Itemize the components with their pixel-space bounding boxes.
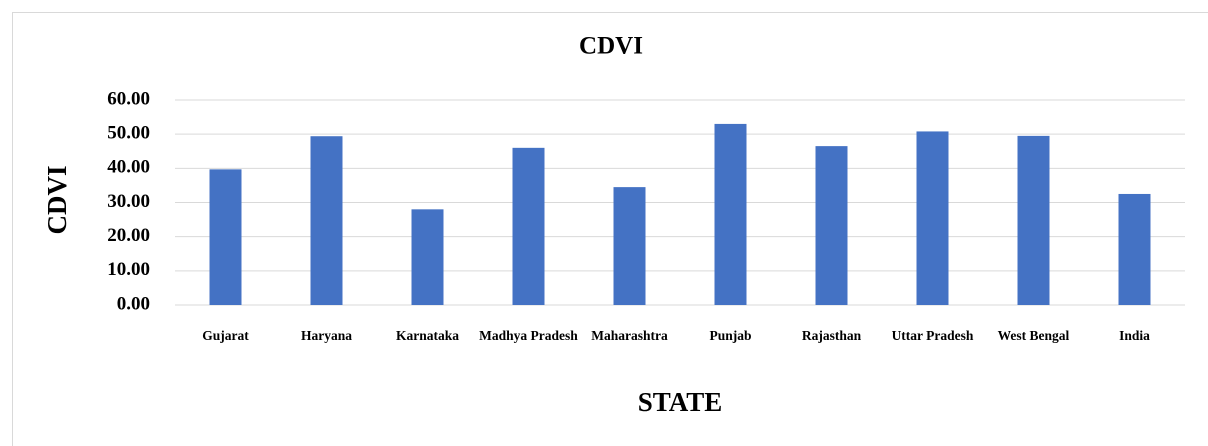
- y-tick-label: 30.00: [107, 191, 150, 212]
- x-tick-label: Karnataka: [396, 328, 459, 343]
- bar: [310, 136, 343, 305]
- bar: [714, 123, 747, 306]
- y-tick-label: 20.00: [107, 225, 150, 246]
- x-tick-label: Haryana: [301, 328, 352, 343]
- x-tick-label: Rajasthan: [802, 328, 862, 343]
- bar: [209, 169, 242, 305]
- x-tick-label: Uttar Pradesh: [892, 328, 974, 343]
- y-tick-label: 10.00: [107, 259, 150, 280]
- bar: [512, 147, 545, 305]
- chart-frame: [12, 12, 1208, 446]
- bar: [613, 187, 646, 305]
- y-axis-label: CDVI: [42, 165, 72, 234]
- x-tick-label: Gujarat: [202, 328, 249, 343]
- bar: [916, 131, 949, 305]
- bar: [815, 146, 848, 305]
- x-tick-label: Maharashtra: [591, 328, 668, 343]
- y-tick-label: 50.00: [107, 123, 150, 144]
- y-tick-label: 60.00: [107, 88, 150, 109]
- y-tick-label: 0.00: [117, 293, 150, 314]
- y-tick-label: 40.00: [107, 157, 150, 178]
- bar: [1118, 193, 1151, 305]
- x-tick-label: India: [1119, 328, 1150, 343]
- chart-title: CDVI: [579, 33, 643, 60]
- x-tick-label: West Bengal: [998, 328, 1070, 343]
- x-axis-label: STATE: [638, 387, 723, 417]
- x-tick-label: Madhya Pradesh: [479, 328, 578, 343]
- x-tick-label: Punjab: [709, 328, 751, 343]
- bar: [411, 209, 444, 305]
- bar: [1017, 135, 1050, 305]
